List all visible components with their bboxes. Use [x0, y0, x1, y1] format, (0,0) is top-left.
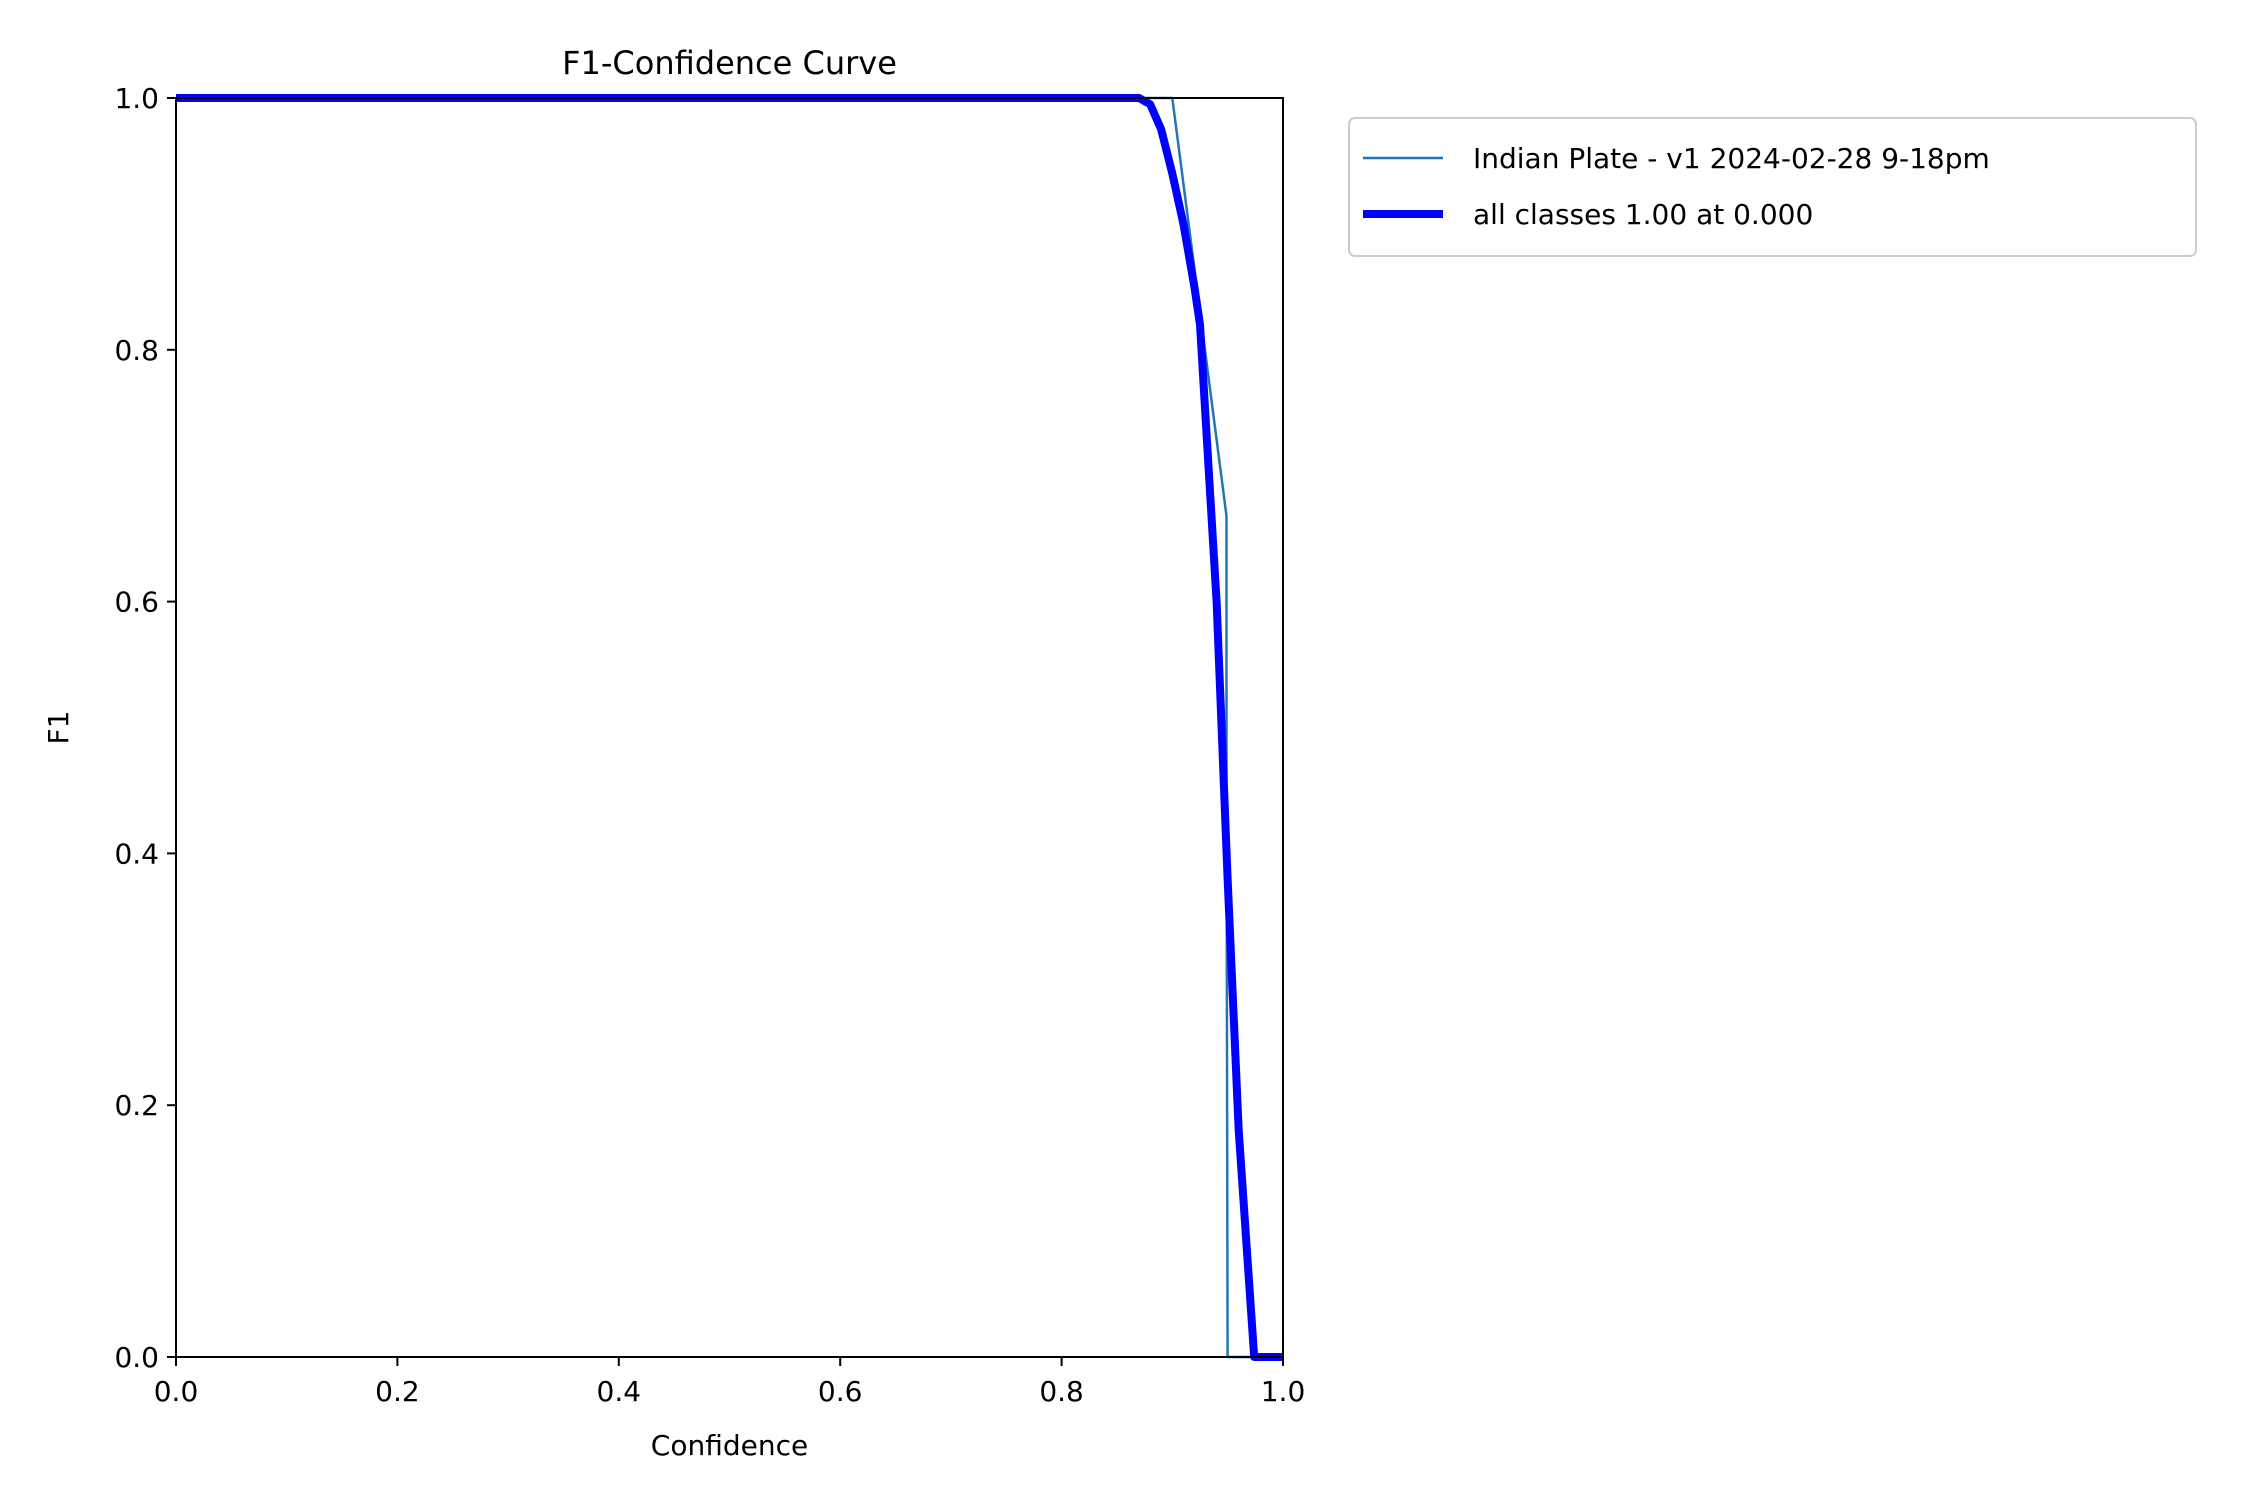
- legend-label-1: Indian Plate - v1 2024-02-28 9-18pm: [1473, 142, 1990, 175]
- y-tick-label: 0.6: [114, 586, 159, 619]
- legend: Indian Plate - v1 2024-02-28 9-18pm all c…: [1348, 117, 2197, 257]
- x-tick-label: 0.8: [1039, 1375, 1084, 1408]
- x-tick-label: 0.4: [597, 1375, 642, 1408]
- y-tick-label: 0.0: [114, 1341, 159, 1374]
- axes: 0.0 0.2 0.4 0.6 0.8 1.0 0.0 0.2 0.4 0.6 0.8 1.0: [114, 82, 1305, 1408]
- x-tick-label: 0.6: [818, 1375, 863, 1408]
- y-tick-label: 0.8: [114, 334, 159, 367]
- legend-box: [1348, 117, 2197, 257]
- y-tick-label: 0.2: [114, 1089, 159, 1122]
- chart-title: F1-Confidence Curve: [562, 44, 897, 82]
- plot-area: [176, 94, 1283, 1361]
- y-axis-label: F1: [42, 711, 75, 745]
- x-tick-label: 0.0: [154, 1375, 199, 1408]
- series-line-2: [176, 94, 1283, 1361]
- x-tick-label: 0.2: [375, 1375, 420, 1408]
- x-axis-label: Confidence: [651, 1429, 808, 1462]
- y-tick-label: 1.0: [114, 82, 159, 115]
- plot-frame: [175, 97, 1284, 1358]
- y-tick-label: 0.4: [114, 837, 159, 870]
- legend-label-2: all classes 1.00 at 0.000: [1473, 198, 1813, 231]
- x-tick-label: 1.0: [1261, 1375, 1306, 1408]
- series-line-1: [176, 96, 1283, 1359]
